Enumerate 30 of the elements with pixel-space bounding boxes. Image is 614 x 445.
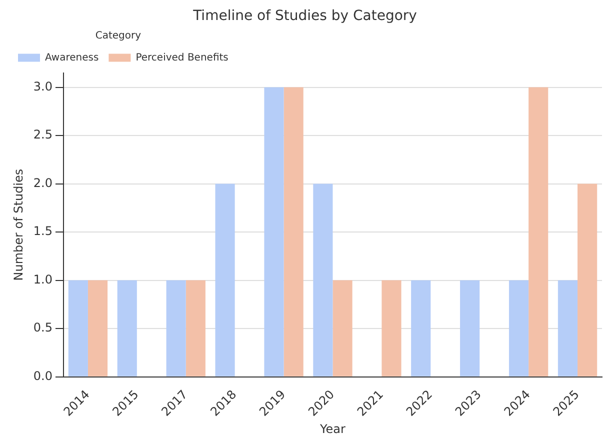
bar [460,280,480,376]
legend-label: Awareness [45,52,99,64]
y-tick-label: 0.0 [33,368,52,383]
bar [332,280,352,376]
y-tick-label: 2.5 [33,128,52,142]
legend-title: Category [95,30,142,42]
bar [578,184,598,376]
y-axis-title: Number of Studies [11,168,26,281]
bar [215,184,235,376]
y-tick-label: 0.5 [33,320,52,335]
bar [166,280,186,376]
bar [558,280,578,376]
bar [186,280,206,376]
bar [284,87,304,376]
x-axis-title: Year [319,422,346,436]
y-tick-label: 2.0 [33,176,52,190]
chart-title: Timeline of Studies by Category [192,8,417,24]
y-tick-label: 1.0 [33,272,52,286]
bar [68,280,88,376]
y-tick-label: 3.0 [33,79,52,94]
bar [264,87,284,376]
y-tick-label: 1.5 [33,224,52,238]
bar [88,280,108,376]
bar [508,280,529,376]
bar [313,184,333,376]
bar [411,280,431,376]
bar [382,280,402,376]
legend-label: Perceived Benefits [136,52,228,64]
bar [117,280,137,376]
bar [528,87,548,376]
